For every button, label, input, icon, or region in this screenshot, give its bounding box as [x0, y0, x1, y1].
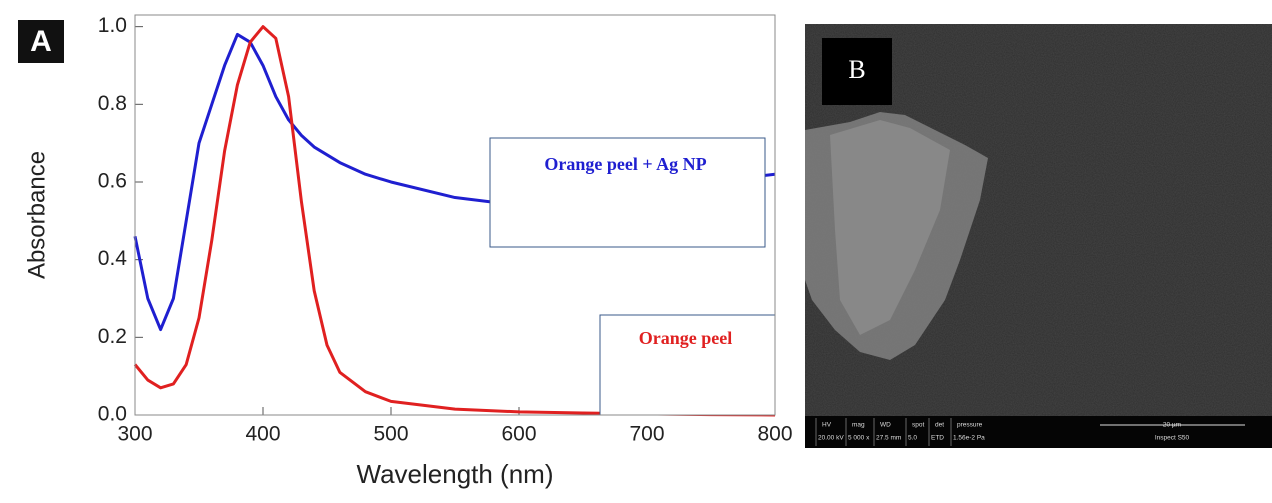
panel-b-label: B: [848, 55, 865, 84]
legend-label: Orange peel: [639, 328, 732, 348]
y-tick-label: 0.6: [98, 170, 127, 193]
sem-info-bar: [805, 416, 1272, 448]
sem-field-value: 5.0: [908, 435, 917, 442]
sem-scale-label: 20 µm: [1163, 422, 1181, 429]
sem-field-value: 5 000 x: [848, 435, 870, 442]
legend-label: Orange peel + Ag NP: [544, 154, 706, 174]
x-tick-label: 400: [245, 423, 280, 446]
sem-field-value: ETD: [931, 435, 944, 442]
sem-image: B HV 20.00 kV mag 5 000 x WD 27.5 mm spot 5.0 de…: [805, 24, 1272, 448]
x-axis-title: Wavelength (nm): [357, 459, 554, 489]
sem-field-label: WD: [880, 422, 891, 429]
figure: A Absorbance Wavelength (nm) 0.00.20.40.…: [0, 0, 1272, 498]
x-tick-label: 600: [501, 423, 536, 446]
y-tick-label: 0.8: [98, 92, 127, 115]
x-tick-label: 700: [629, 423, 664, 446]
x-tick-label: 300: [117, 423, 152, 446]
sem-field-label: HV: [822, 422, 832, 429]
y-tick-label: 1.0: [98, 14, 127, 37]
sem-field-value: 20.00 kV: [818, 435, 844, 442]
panel-a-label: A: [30, 25, 52, 58]
sem-instrument: Inspect S50: [1155, 435, 1190, 442]
page: A Absorbance Wavelength (nm) 0.00.20.40.…: [0, 0, 1272, 503]
y-axis-title: Absorbance: [23, 151, 50, 279]
x-tick-label: 500: [373, 423, 408, 446]
sem-field-value: 1.56e-2 Pa: [953, 435, 985, 442]
y-tick-label: 0.2: [98, 325, 127, 348]
y-tick-label: 0.4: [98, 247, 128, 270]
sem-field-label: mag: [852, 422, 865, 429]
sem-field-label: spot: [912, 422, 924, 429]
sem-field-label: pressure: [957, 422, 983, 429]
sem-field-label: det: [935, 422, 944, 429]
x-tick-label: 800: [757, 423, 792, 446]
sem-field-value: 27.5 mm: [876, 435, 901, 442]
